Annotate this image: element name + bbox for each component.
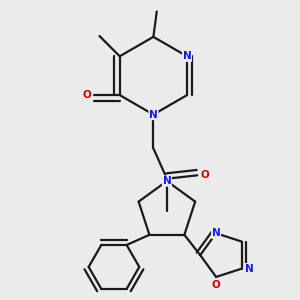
Text: O: O [212,280,220,290]
Text: N: N [149,110,158,119]
Text: N: N [212,228,220,238]
Text: N: N [183,51,191,61]
Text: N: N [163,176,171,186]
Text: O: O [201,170,209,180]
Text: N: N [245,264,254,274]
Text: O: O [82,90,91,100]
